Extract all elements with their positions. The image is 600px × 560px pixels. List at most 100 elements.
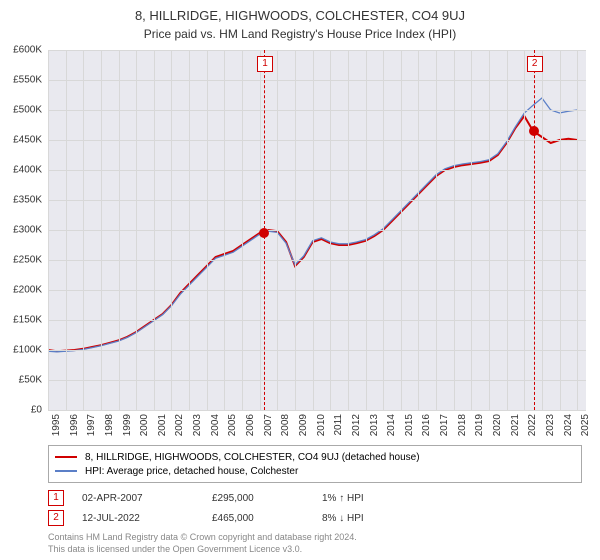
gridline-vertical: [154, 50, 155, 410]
legend-item: 8, HILLRIDGE, HIGHWOODS, COLCHESTER, CO4…: [55, 450, 575, 464]
y-axis-label: £250K: [13, 255, 42, 266]
legend-label: 8, HILLRIDGE, HIGHWOODS, COLCHESTER, CO4…: [85, 452, 420, 463]
sale-marker-dot: [259, 228, 269, 238]
gridline-horizontal: [48, 170, 586, 171]
x-axis-label: 2018: [457, 414, 468, 436]
x-axis-label: 2008: [280, 414, 291, 436]
sale-marker-1: 1: [48, 490, 64, 506]
gridline-vertical: [383, 50, 384, 410]
gridline-vertical: [330, 50, 331, 410]
gridline-vertical: [542, 50, 543, 410]
gridline-horizontal: [48, 140, 586, 141]
gridline-vertical: [171, 50, 172, 410]
footer-line-2: This data is licensed under the Open Gov…: [48, 544, 357, 556]
x-axis-label: 1995: [51, 414, 62, 436]
gridline-vertical: [489, 50, 490, 410]
x-axis-label: 2022: [527, 414, 538, 436]
gridline-vertical: [295, 50, 296, 410]
gridline-vertical: [313, 50, 314, 410]
gridline-horizontal: [48, 50, 586, 51]
x-axis-label: 2017: [439, 414, 450, 436]
y-axis-label: £100K: [13, 345, 42, 356]
x-axis-label: 2007: [263, 414, 274, 436]
gridline-vertical: [83, 50, 84, 410]
x-axis-label: 1998: [104, 414, 115, 436]
x-axis-label: 2012: [351, 414, 362, 436]
x-axis-label: 2020: [492, 414, 503, 436]
x-axis-label: 2001: [157, 414, 168, 436]
gridline-horizontal: [48, 350, 586, 351]
sale-row-2: 2 12-JUL-2022 £465,000 8% ↓ HPI: [48, 510, 582, 526]
gridline-vertical: [507, 50, 508, 410]
sale-marker-flag: 2: [527, 56, 543, 72]
gridline-vertical: [207, 50, 208, 410]
legend-label: HPI: Average price, detached house, Colc…: [85, 466, 298, 477]
gridline-vertical: [366, 50, 367, 410]
x-axis-label: 2014: [386, 414, 397, 436]
x-axis-label: 2002: [174, 414, 185, 436]
y-axis-label: £400K: [13, 165, 42, 176]
gridline-vertical: [101, 50, 102, 410]
x-axis-label: 2023: [545, 414, 556, 436]
sale-hpi-2: 8% ↓ HPI: [322, 513, 364, 524]
sale-price-2: £465,000: [212, 513, 322, 524]
legend-swatch: [55, 470, 77, 472]
sale-marker-flag: 1: [257, 56, 273, 72]
gridline-vertical: [277, 50, 278, 410]
x-axis-label: 2011: [333, 414, 344, 436]
gridline-vertical: [242, 50, 243, 410]
x-axis-label: 2021: [510, 414, 521, 436]
gridline-horizontal: [48, 230, 586, 231]
x-axis-label: 2005: [227, 414, 238, 436]
y-axis-label: £550K: [13, 75, 42, 86]
y-axis-label: £450K: [13, 135, 42, 146]
x-axis-label: 2019: [474, 414, 485, 436]
y-axis-label: £350K: [13, 195, 42, 206]
gridline-vertical: [418, 50, 419, 410]
sale-hpi-1: 1% ↑ HPI: [322, 493, 364, 504]
gridline-horizontal: [48, 200, 586, 201]
gridline-vertical: [524, 50, 525, 410]
gridline-vertical: [348, 50, 349, 410]
gridline-horizontal: [48, 320, 586, 321]
gridline-horizontal: [48, 290, 586, 291]
chart-subtitle: Price paid vs. HM Land Registry's House …: [0, 23, 600, 41]
gridline-vertical: [66, 50, 67, 410]
sale-price-1: £295,000: [212, 493, 322, 504]
footer-line-1: Contains HM Land Registry data © Crown c…: [48, 532, 357, 544]
x-axis-label: 1999: [122, 414, 133, 436]
x-axis-label: 2009: [298, 414, 309, 436]
x-axis-label: 2015: [404, 414, 415, 436]
y-axis-label: £0: [31, 405, 42, 416]
sale-marker-dot: [529, 126, 539, 136]
gridline-horizontal: [48, 380, 586, 381]
sale-marker-line: [534, 50, 535, 410]
legend-swatch: [55, 456, 77, 458]
gridline-vertical: [454, 50, 455, 410]
y-axis-label: £50K: [19, 375, 42, 386]
x-axis-label: 2025: [580, 414, 591, 436]
gridline-vertical: [136, 50, 137, 410]
sale-marker-2: 2: [48, 510, 64, 526]
chart-title: 8, HILLRIDGE, HIGHWOODS, COLCHESTER, CO4…: [0, 0, 600, 23]
x-axis-label: 2004: [210, 414, 221, 436]
gridline-vertical: [224, 50, 225, 410]
footer-attribution: Contains HM Land Registry data © Crown c…: [48, 532, 357, 555]
gridline-horizontal: [48, 410, 586, 411]
x-axis-label: 2003: [192, 414, 203, 436]
y-axis-label: £500K: [13, 105, 42, 116]
gridline-vertical: [189, 50, 190, 410]
plot-area: £0£50K£100K£150K£200K£250K£300K£350K£400…: [48, 50, 586, 410]
x-axis-label: 1997: [86, 414, 97, 436]
gridline-horizontal: [48, 80, 586, 81]
gridline-vertical: [577, 50, 578, 410]
legend-item: HPI: Average price, detached house, Colc…: [55, 464, 575, 478]
gridline-vertical: [436, 50, 437, 410]
y-axis-label: £200K: [13, 285, 42, 296]
legend: 8, HILLRIDGE, HIGHWOODS, COLCHESTER, CO4…: [48, 445, 582, 483]
x-axis-label: 2010: [316, 414, 327, 436]
y-axis-label: £600K: [13, 45, 42, 56]
gridline-vertical: [560, 50, 561, 410]
x-axis-label: 2024: [563, 414, 574, 436]
y-axis-label: £150K: [13, 315, 42, 326]
